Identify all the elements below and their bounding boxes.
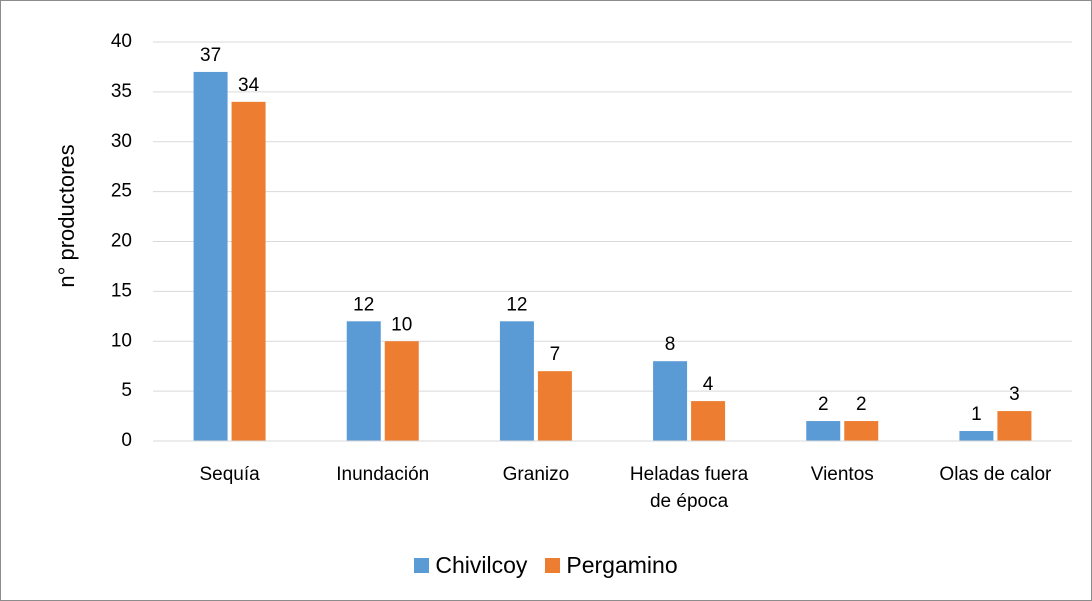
data-label: 1 (971, 404, 982, 425)
data-label: 7 (550, 344, 561, 365)
y-tick-label: 30 (111, 131, 132, 152)
legend-swatch (545, 558, 561, 573)
bar (193, 71, 228, 442)
y-tick-label: 35 (111, 81, 132, 102)
y-tick-label: 10 (111, 330, 132, 351)
legend: Chivilcoy Pergamino (0, 552, 1092, 579)
x-tick-label: Granizo (502, 464, 570, 485)
data-label: 12 (353, 294, 374, 315)
x-tick-label: Heladas fuera de época (629, 464, 749, 512)
y-tick-label: 20 (111, 231, 132, 252)
x-tick-label: Vientos (810, 464, 874, 485)
data-label: 8 (665, 334, 676, 355)
x-tick-label: Sequía (199, 464, 260, 485)
bar (346, 321, 381, 441)
bar (653, 361, 688, 441)
legend-label: Chivilcoy (435, 552, 528, 578)
bar (231, 101, 266, 441)
bar (997, 411, 1032, 441)
bar (691, 401, 726, 441)
legend-label: Pergamino (566, 552, 678, 578)
legend-swatch (414, 558, 430, 573)
data-label: 4 (703, 374, 714, 395)
bar (806, 421, 841, 441)
bar (959, 431, 994, 441)
data-label: 3 (1009, 384, 1020, 405)
y-axis-label: n° productores (54, 144, 79, 287)
legend-item: Chivilcoy (414, 552, 527, 579)
y-tick-label: 5 (121, 380, 132, 401)
legend-item: Pergamino (545, 552, 678, 579)
data-label: 12 (506, 294, 527, 315)
y-tick-label: 15 (111, 280, 132, 301)
bar (384, 341, 419, 441)
data-label: 34 (238, 75, 260, 96)
data-label: 10 (391, 314, 412, 335)
data-label: 37 (200, 45, 221, 66)
bar (844, 421, 879, 441)
bar (499, 321, 534, 441)
y-tick-label: 40 (111, 31, 132, 52)
y-tick-label: 0 (121, 430, 132, 451)
x-tick-label: Olas de calor (939, 464, 1052, 485)
y-tick-label: 25 (111, 181, 132, 202)
x-tick-label: Inundación (336, 464, 430, 485)
bar (537, 371, 572, 441)
data-label: 2 (856, 394, 867, 415)
data-label: 2 (818, 394, 829, 415)
